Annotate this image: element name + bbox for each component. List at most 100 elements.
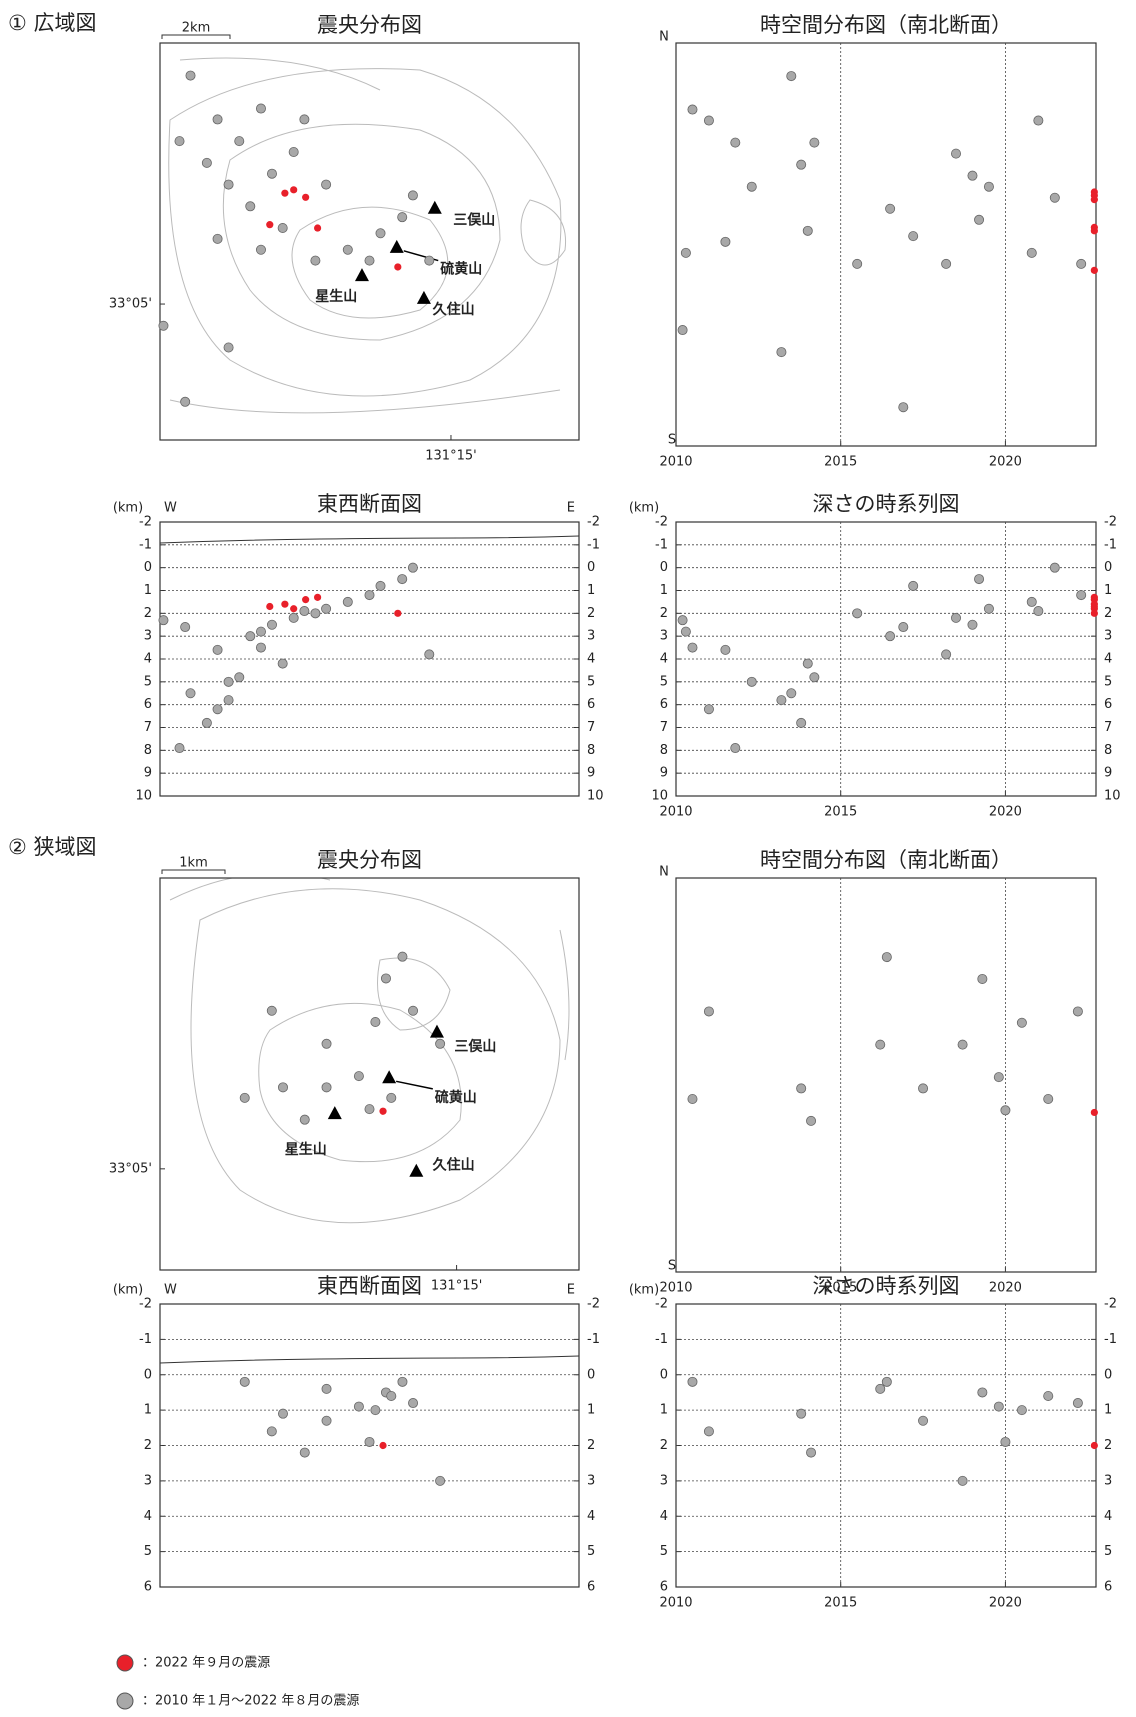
y-tick-label: 1 bbox=[144, 1403, 152, 1418]
hypocenter bbox=[353, 1071, 364, 1082]
peak-label: 三俣山 bbox=[453, 212, 495, 229]
peak-marker bbox=[416, 290, 431, 304]
peak-leader bbox=[395, 1080, 433, 1090]
hypocenter bbox=[680, 626, 691, 637]
hypocenter bbox=[898, 622, 909, 633]
chart-title: 時空間分布図（南北断面） bbox=[760, 13, 1012, 37]
hypocenter bbox=[941, 649, 952, 660]
hypocenter bbox=[908, 231, 919, 242]
hypocenter bbox=[277, 658, 288, 669]
y-tick-label: 5 bbox=[660, 1544, 668, 1559]
peak-marker bbox=[382, 1070, 397, 1084]
y-tick-label: -1 bbox=[655, 1332, 668, 1347]
y-tick-label: 3 bbox=[660, 629, 668, 644]
y-tick-label: 2 bbox=[660, 606, 668, 621]
hypocenter bbox=[918, 1083, 929, 1094]
y2-tick-label: 3 bbox=[1104, 1473, 1112, 1488]
hypocenter bbox=[375, 228, 386, 239]
hypocenter bbox=[677, 615, 688, 626]
chart-title: 震央分布図 bbox=[317, 13, 422, 37]
legend-marker bbox=[116, 1654, 134, 1672]
y2-tick-label: -2 bbox=[1104, 515, 1117, 530]
hypocenter bbox=[796, 159, 807, 170]
direction-label: S bbox=[668, 433, 676, 448]
y-tick-label: 6 bbox=[660, 697, 668, 712]
hypocenter bbox=[223, 676, 234, 687]
x-tick-label: 2010 bbox=[659, 455, 692, 470]
unit-label: (km) bbox=[113, 1283, 143, 1298]
x-tick-label: 2015 bbox=[824, 1281, 857, 1296]
hypocenter bbox=[266, 1426, 277, 1437]
hypocenter bbox=[364, 1104, 375, 1115]
x-tick-label: 2010 bbox=[659, 805, 692, 820]
peak-label: 星生山 bbox=[315, 288, 357, 305]
hypocenter bbox=[703, 704, 714, 715]
hypocenter bbox=[364, 590, 375, 601]
hypocenter bbox=[277, 223, 288, 234]
y2-tick-label: 2 bbox=[1104, 606, 1112, 621]
y2-tick-label: -2 bbox=[587, 1297, 600, 1312]
hypocenter bbox=[983, 181, 994, 192]
hypocenter bbox=[288, 612, 299, 623]
contours bbox=[168, 57, 567, 414]
hypocenter bbox=[310, 255, 321, 266]
peak-label: 久住山 bbox=[432, 301, 475, 318]
hypocenter bbox=[321, 603, 332, 614]
hypocenter bbox=[302, 596, 310, 604]
y2-tick-label: 5 bbox=[1104, 674, 1112, 689]
hypocenter bbox=[1043, 1390, 1054, 1401]
hypocenter bbox=[234, 136, 245, 147]
hypocenter bbox=[885, 203, 896, 214]
hypocenter bbox=[299, 114, 310, 125]
hypocenter bbox=[806, 1447, 817, 1458]
hypocenter bbox=[290, 605, 298, 613]
y2-tick-label: 4 bbox=[587, 652, 595, 667]
hypocenter bbox=[1026, 596, 1037, 607]
hypocenter bbox=[730, 743, 741, 754]
hypocenter bbox=[720, 644, 731, 655]
y-tick-label: 4 bbox=[144, 652, 152, 667]
y2-tick-label: 5 bbox=[1104, 1544, 1112, 1559]
hypocenter bbox=[266, 619, 277, 630]
y2-tick-label: 6 bbox=[587, 697, 595, 712]
chart-title: 時空間分布図（南北断面） bbox=[760, 848, 1012, 872]
y2-tick-label: 3 bbox=[587, 629, 595, 644]
hypocenter bbox=[720, 236, 731, 247]
legend-label: ：2010 年１月～2022 年８月の震源 bbox=[142, 1694, 359, 1709]
peak-label: 硫黄山 bbox=[435, 1089, 477, 1106]
y2-tick-label: 0 bbox=[587, 1367, 595, 1382]
y-tick-label: 33°05' bbox=[109, 1161, 152, 1176]
hypocenter bbox=[1090, 266, 1098, 274]
hypocenter bbox=[1076, 590, 1087, 601]
hypocenter bbox=[1090, 1441, 1098, 1450]
hypocenter bbox=[255, 642, 266, 653]
peak-marker bbox=[429, 1024, 444, 1038]
hypocenter bbox=[180, 396, 191, 407]
hypocenter bbox=[299, 606, 310, 617]
y-tick-label: 0 bbox=[144, 1367, 152, 1382]
hypocenter bbox=[1090, 223, 1098, 231]
y-tick-label: 6 bbox=[144, 697, 152, 712]
peak-label: 星生山 bbox=[285, 1141, 327, 1158]
hypocenter bbox=[1033, 606, 1044, 617]
y-tick-label: 0 bbox=[144, 560, 152, 575]
y-tick-label: 4 bbox=[660, 652, 668, 667]
hypocenter bbox=[802, 658, 813, 669]
y-tick-label: 0 bbox=[660, 560, 668, 575]
hypocenter bbox=[852, 258, 863, 269]
y2-tick-label: -1 bbox=[1104, 537, 1117, 552]
y2-tick-label: -2 bbox=[1104, 1297, 1117, 1312]
direction-label: E bbox=[567, 1283, 575, 1298]
hypocenter bbox=[397, 212, 408, 223]
hypocenter bbox=[746, 676, 757, 687]
scale-label: 1km bbox=[179, 856, 207, 871]
hypocenter bbox=[1090, 1108, 1098, 1117]
hypocenter bbox=[809, 137, 820, 148]
hypocenter bbox=[977, 973, 988, 984]
y-tick-label: -2 bbox=[655, 515, 668, 530]
y2-tick-label: 0 bbox=[587, 560, 595, 575]
hypocenter bbox=[266, 168, 277, 179]
y-tick-label: 10 bbox=[651, 789, 668, 804]
y2-tick-label: 4 bbox=[1104, 652, 1112, 667]
hypocenter bbox=[223, 342, 234, 353]
